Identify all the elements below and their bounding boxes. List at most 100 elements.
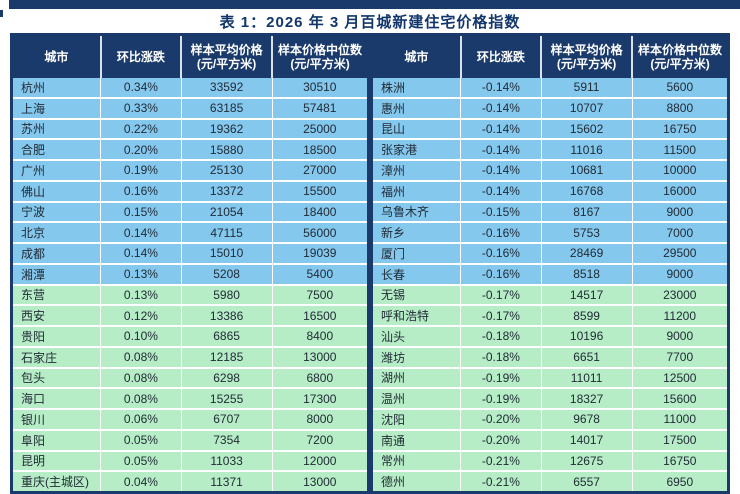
cell-mom-change: 0.08% [100,388,182,410]
table-row: 苏州 0.22% 19362 25000 [11,118,369,141]
cell-city: 西安 [11,305,102,327]
cell-avg-price: 6298 [181,367,273,390]
cell-city: 株洲 [371,78,462,99]
cell-avg-price: 12185 [181,346,273,369]
table-row: 汕头 -0.18% 10196 9000 [371,326,729,348]
cell-median-price: 11000 [632,409,729,431]
cell-avg-price: 5753 [541,222,633,244]
cell-mom-change: -0.16% [460,263,542,286]
cell-median-price: 15500 [272,180,369,203]
cell-mom-change: -0.14% [460,160,542,182]
table-row: 佛山 0.16% 13372 15500 [11,180,369,203]
cell-median-price: 15600 [632,388,729,410]
table-row: 张家港 -0.14% 11016 11500 [371,139,729,161]
cell-avg-price: 13386 [181,305,273,327]
cell-city: 德州 [371,471,462,494]
table-row: 湖州 -0.19% 11011 12500 [371,367,729,390]
cell-mom-change: -0.15% [460,201,542,224]
cell-median-price: 23000 [632,284,729,307]
table-row: 株洲 -0.14% 5911 5600 [371,78,729,99]
cell-median-price: 11500 [632,139,729,161]
cell-city: 呼和浩特 [371,305,462,327]
cell-mom-change: 0.08% [100,346,182,369]
cell-median-price: 16000 [632,180,729,203]
cell-median-price: 57481 [272,97,369,120]
cell-mom-change: -0.20% [460,409,542,431]
cell-avg-price: 8599 [541,305,633,327]
cell-avg-price: 9678 [541,409,633,431]
column-header-unit: (元/平方米) [196,57,257,71]
cell-city: 漳州 [371,160,462,182]
price-table-left: 城市 环比涨跌 样本平均价格 (元/平方米) 样本价格中位数 (元/平方米) 杭州 0.34%… [10,33,370,494]
cell-city: 惠州 [371,97,462,120]
cell-avg-price: 18327 [541,388,633,410]
column-header-mom-change: 环比涨跌 [460,34,543,78]
cell-median-price: 27000 [272,160,369,182]
table-row: 东营 0.13% 5980 7500 [11,284,369,307]
cell-avg-price: 16768 [541,180,633,203]
column-header-label: 环比涨跌 [116,49,165,64]
cell-city: 阜阳 [11,429,102,452]
cell-avg-price: 10681 [541,160,633,182]
cell-mom-change: 0.33% [100,97,182,120]
cell-median-price: 17300 [272,388,369,410]
table-row: 海口 0.08% 15255 17300 [11,388,369,410]
cell-avg-price: 5911 [541,78,633,99]
table-row: 温州 -0.19% 18327 15600 [371,388,729,410]
table-row: 湘潭 0.13% 5208 5400 [11,263,369,286]
cell-mom-change: -0.17% [460,284,542,307]
cell-avg-price: 10707 [541,97,633,120]
cell-median-price: 7700 [632,346,729,369]
table-row: 德州 -0.21% 6557 6950 [371,471,729,494]
cell-city: 温州 [371,388,462,410]
column-header-city: 城市 [371,34,462,78]
cell-median-price: 7200 [272,429,369,452]
cell-mom-change: -0.14% [460,97,542,120]
table-row: 沈阳 -0.20% 9678 11000 [371,409,729,431]
cell-median-price: 8800 [632,97,729,120]
cell-city: 上海 [11,97,102,120]
cell-mom-change: 0.19% [100,160,182,182]
table-row: 常州 -0.21% 12675 16750 [371,450,729,473]
cell-avg-price: 5208 [181,263,273,286]
cell-median-price: 16500 [272,305,369,327]
cell-city: 苏州 [11,118,102,141]
cell-avg-price: 15255 [181,388,273,410]
cell-city: 厦门 [371,243,462,265]
cell-mom-change: -0.18% [460,326,542,348]
cell-avg-price: 63185 [181,97,273,120]
cell-avg-price: 5980 [181,284,273,307]
cell-city: 贵阳 [11,326,102,348]
column-header-label: 城市 [44,49,69,64]
cell-median-price: 6950 [632,471,729,494]
table-row: 成都 0.14% 15010 19039 [11,243,369,265]
column-header-unit: (元/平方米) [650,57,710,71]
cell-avg-price: 6557 [541,471,633,494]
cell-avg-price: 21054 [181,201,273,224]
cell-mom-change: 0.20% [100,139,182,161]
table-row: 北京 0.14% 47115 56000 [11,222,369,244]
cell-mom-change: 0.13% [100,284,182,307]
table-row: 上海 0.33% 63185 57481 [11,97,369,120]
cell-mom-change: -0.14% [460,139,542,161]
cell-median-price: 30510 [272,78,369,99]
header-row: 城市 环比涨跌 样本平均价格 (元/平方米) 样本价格中位数 (元/平方米) [11,34,369,78]
cell-median-price: 18500 [272,139,369,161]
cell-avg-price: 7354 [181,429,273,452]
cell-city: 湖州 [371,367,462,390]
cell-city: 银川 [11,409,102,431]
cell-city: 沈阳 [371,409,462,431]
cell-median-price: 5600 [632,78,729,99]
table-row: 潍坊 -0.18% 6651 7700 [371,346,729,369]
cell-avg-price: 11371 [181,471,273,494]
table-row: 呼和浩特 -0.17% 8599 11200 [371,305,729,327]
cell-median-price: 5400 [272,263,369,286]
cell-median-price: 12500 [632,367,729,390]
cell-avg-price: 13372 [181,180,273,203]
cell-median-price: 8000 [272,409,369,431]
cell-median-price: 6800 [272,367,369,390]
cell-city: 潍坊 [371,346,462,369]
table-row: 昆明 0.05% 11033 12000 [11,450,369,473]
cell-mom-change: 0.08% [100,367,182,390]
cell-avg-price: 15602 [541,118,633,141]
